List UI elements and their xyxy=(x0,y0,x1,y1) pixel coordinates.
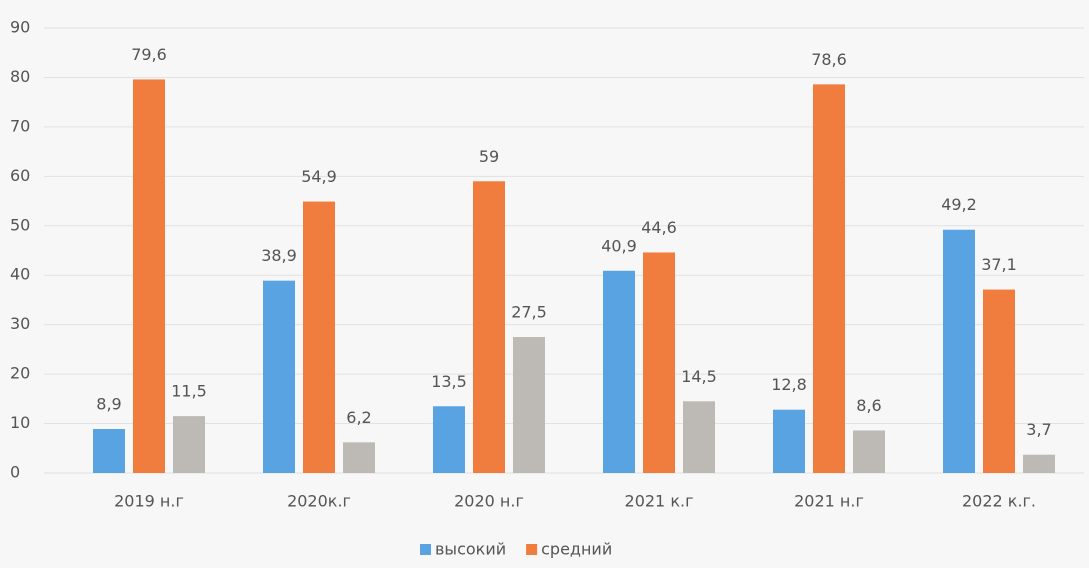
bar xyxy=(303,201,335,474)
bar xyxy=(603,270,635,473)
y-tick-label: 40 xyxy=(10,265,30,284)
data-label: 14,5 xyxy=(681,367,717,386)
bar xyxy=(433,406,465,473)
bar xyxy=(1023,454,1055,473)
x-tick-label: 2021 н.г xyxy=(794,492,864,511)
data-label: 44,6 xyxy=(641,218,677,237)
y-tick-label: 30 xyxy=(10,314,30,333)
y-tick-label: 60 xyxy=(10,166,30,185)
y-tick-label: 0 xyxy=(10,463,20,482)
bar xyxy=(943,229,975,473)
bar xyxy=(133,79,165,473)
y-tick-label: 50 xyxy=(10,215,30,234)
data-label: 38,9 xyxy=(261,246,297,265)
data-label: 79,6 xyxy=(131,45,167,64)
bar xyxy=(983,289,1015,473)
bar xyxy=(813,84,845,473)
data-label: 6,2 xyxy=(346,408,371,427)
bar xyxy=(93,428,125,473)
data-label: 12,8 xyxy=(771,375,807,394)
legend-swatch xyxy=(526,544,538,555)
data-label: 13,5 xyxy=(431,372,467,391)
bar xyxy=(263,280,295,473)
bar xyxy=(773,409,805,473)
bar xyxy=(173,416,205,473)
data-label: 78,6 xyxy=(811,50,847,69)
bar xyxy=(513,337,545,473)
data-label: 27,5 xyxy=(511,303,547,322)
legend-label: высокий xyxy=(435,540,506,559)
y-tick-label: 10 xyxy=(10,413,30,432)
bar xyxy=(853,430,885,473)
data-label: 59 xyxy=(479,147,499,166)
legend-swatch xyxy=(420,544,431,555)
x-tick-label: 2020 н.г xyxy=(454,492,524,511)
bar xyxy=(683,401,715,473)
y-tick-label: 80 xyxy=(10,67,30,86)
bar xyxy=(473,181,505,473)
data-label: 11,5 xyxy=(171,382,207,401)
x-tick-label: 2021 к.г xyxy=(625,492,694,511)
x-tick-label: 2019 н.г xyxy=(114,492,184,511)
y-tick-label: 70 xyxy=(10,116,30,135)
x-tick-label: 2022 к.г. xyxy=(962,492,1036,511)
y-tick-label: 20 xyxy=(10,364,30,383)
data-label: 40,9 xyxy=(601,236,637,255)
data-label: 8,9 xyxy=(96,394,121,413)
data-label: 54,9 xyxy=(301,167,337,186)
data-label: 3,7 xyxy=(1026,420,1051,439)
y-tick-label: 90 xyxy=(10,18,30,37)
x-tick-label: 2020к.г xyxy=(287,492,351,511)
data-label: 8,6 xyxy=(856,396,881,415)
bar xyxy=(343,442,375,473)
data-label: 37,1 xyxy=(981,255,1017,274)
bar xyxy=(643,252,675,473)
data-label: 49,2 xyxy=(941,195,977,214)
legend-label: средний xyxy=(541,540,612,559)
